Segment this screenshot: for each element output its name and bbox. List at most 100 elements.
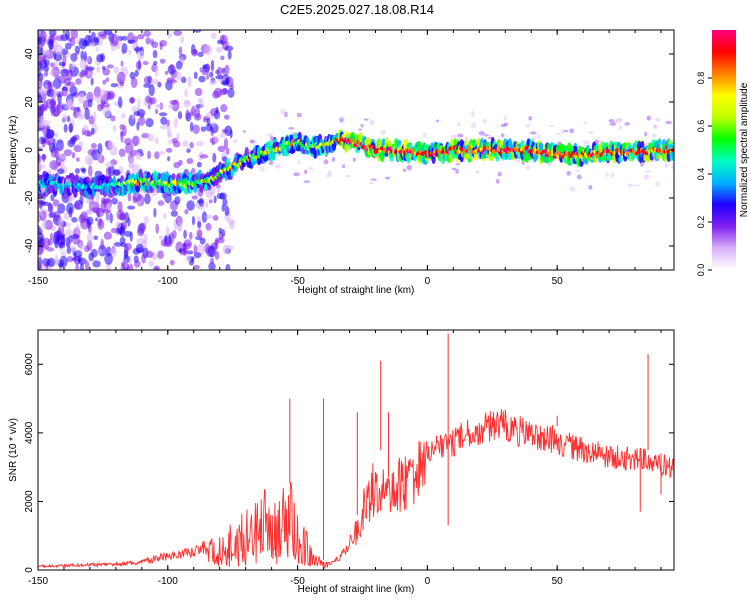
noise-cell (87, 71, 94, 77)
noise-cell (174, 196, 181, 205)
noise-cell (48, 38, 54, 50)
noise-cell (186, 200, 195, 211)
noise-cell (183, 100, 191, 108)
noise-cell (78, 140, 84, 147)
noise-cell (475, 170, 480, 174)
noise-cell (525, 124, 531, 128)
noise-cell (190, 105, 197, 116)
noise-cell (308, 167, 314, 170)
noise-cell (127, 217, 131, 227)
noise-cell (96, 152, 102, 163)
noise-cell (95, 46, 99, 52)
noise-cell (135, 60, 142, 70)
noise-cell (189, 121, 194, 132)
ridge-cell (408, 142, 413, 150)
noise-cell (576, 174, 582, 180)
noise-cell (140, 112, 144, 119)
noise-cell (54, 254, 58, 266)
spectrogram-y-tick-label: -20 (24, 190, 35, 205)
noise-cell (125, 142, 134, 154)
noise-cell (120, 60, 124, 67)
noise-cell (59, 255, 68, 268)
noise-cell (205, 201, 209, 208)
noise-cell (497, 171, 502, 177)
noise-cell (290, 131, 294, 136)
noise-cell (363, 118, 369, 121)
noise-cell (127, 39, 136, 44)
ridge-cell (473, 153, 478, 161)
noise-cell (216, 185, 221, 195)
noise-cell (191, 215, 196, 226)
noise-cell (326, 174, 332, 178)
noise-cell (143, 83, 151, 88)
noise-cell (227, 87, 235, 98)
noise-cell (52, 234, 60, 245)
noise-cell (78, 38, 87, 50)
noise-cell (464, 136, 469, 142)
noise-cell (148, 84, 155, 97)
noise-cell (220, 80, 230, 86)
noise-cell (67, 98, 74, 109)
noise-cell (38, 88, 46, 95)
noise-cell (113, 66, 120, 74)
noise-cell (120, 131, 124, 143)
noise-cell (111, 33, 119, 46)
noise-cell (158, 235, 164, 240)
colorbar-axis: 0.0 0.2 0.4 0.6 0.8 (696, 72, 712, 276)
noise-cell (73, 144, 82, 153)
noise-cell (169, 259, 175, 266)
noise-cell (455, 168, 459, 174)
noise-cell (143, 215, 149, 225)
noise-cell (193, 244, 198, 255)
noise-cell (142, 61, 149, 66)
snr-series-line (38, 409, 674, 570)
noise-cell (205, 214, 214, 219)
colorbar-label: Normalized spectral amplitude (739, 82, 750, 217)
noise-cell (92, 260, 101, 268)
noise-cell (136, 121, 140, 131)
noise-cell (42, 220, 47, 230)
noise-cell (159, 150, 165, 155)
noise-cell (169, 99, 179, 105)
noise-cell (280, 108, 286, 114)
snr-axes: -150 -100 -50 0 50 0 2000 4000 6000 (24, 330, 674, 587)
noise-cell (44, 59, 50, 67)
noise-cell (451, 167, 457, 171)
noise-cell (69, 64, 75, 71)
noise-cell (38, 163, 46, 169)
noise-cell (296, 112, 302, 118)
noise-cell (645, 170, 653, 173)
snr-x-tick-label: -150 (28, 576, 48, 587)
noise-cell (217, 145, 226, 153)
noise-cell (402, 168, 407, 172)
noise-cell (86, 232, 93, 244)
noise-cell (58, 75, 67, 84)
noise-cell (189, 231, 193, 240)
noise-cell (64, 229, 74, 236)
noise-cell (198, 197, 205, 207)
noise-cell (588, 131, 594, 135)
noise-cell (219, 192, 227, 200)
noise-cell (102, 105, 112, 118)
noise-cell (75, 262, 79, 270)
noise-cell (77, 257, 87, 265)
noise-cell (549, 125, 554, 128)
spectrogram-y-tick-label: 0 (24, 147, 35, 153)
noise-cell (521, 160, 525, 165)
noise-cell (49, 232, 54, 241)
noise-cell (70, 136, 78, 143)
noise-cell (471, 122, 477, 129)
noise-cell (76, 157, 80, 162)
noise-cell (221, 229, 226, 238)
spectrogram-y-tick-label: 40 (24, 48, 35, 60)
noise-cell (185, 255, 192, 263)
noise-cell (165, 147, 173, 153)
noise-cell (215, 106, 219, 115)
noise-cell (44, 219, 53, 230)
noise-cell (46, 247, 55, 252)
noise-cell (106, 64, 114, 69)
noise-cell (189, 141, 194, 149)
noise-cell (154, 151, 160, 160)
noise-cell (199, 237, 206, 245)
noise-cell (525, 165, 531, 170)
